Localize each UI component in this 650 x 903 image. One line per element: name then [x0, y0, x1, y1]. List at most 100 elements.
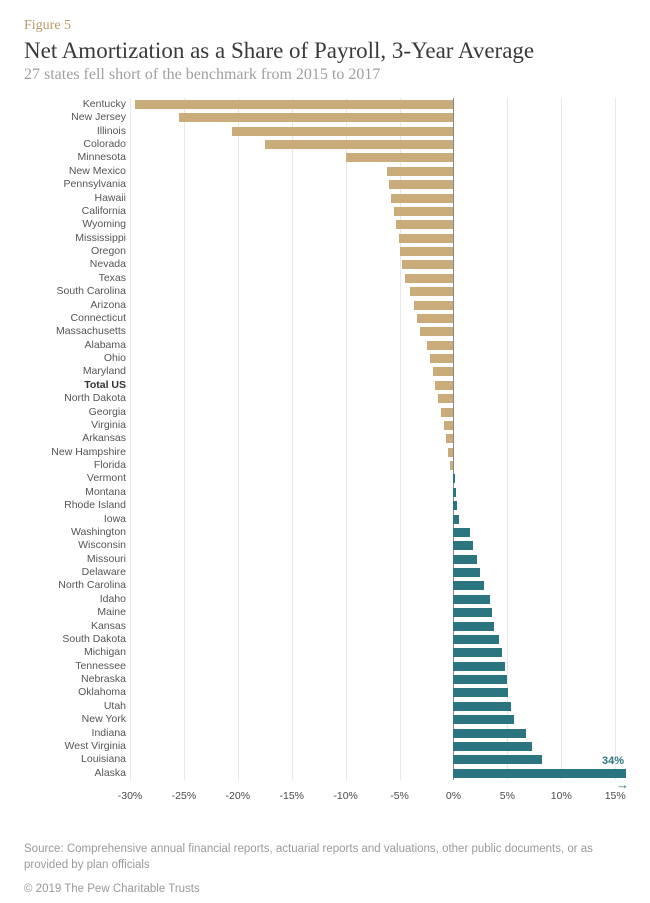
- bar-label: New Mexico: [22, 165, 126, 178]
- bar-row: Louisiana: [130, 753, 626, 766]
- x-axis-label: -5%: [390, 790, 409, 802]
- bar-row: North Carolina: [130, 579, 626, 592]
- bar: [453, 555, 477, 564]
- bar: [135, 100, 453, 109]
- bar-row: Arkansas: [130, 432, 626, 445]
- bar: [444, 421, 454, 430]
- bar-label: South Carolina: [22, 285, 126, 298]
- bar-label: Texas: [22, 272, 126, 285]
- bar-row: Nebraska: [130, 673, 626, 686]
- bar: [453, 648, 502, 657]
- bar-label: Minnesota: [22, 151, 126, 164]
- bar: [453, 581, 483, 590]
- bar-row: Wisconsin: [130, 539, 626, 552]
- bar-row: Connecticut: [130, 312, 626, 325]
- bar-row: New Jersey: [130, 111, 626, 124]
- bar-label: Kentucky: [22, 98, 126, 111]
- bar: [414, 301, 454, 310]
- bar-row: Wyoming: [130, 218, 626, 231]
- chart-area: -30%-25%-20%-15%-10%-5%0%5%10%15%Kentuck…: [24, 98, 626, 834]
- bar: [450, 461, 453, 470]
- bar-label: Hawaii: [22, 192, 126, 205]
- bar: [265, 140, 454, 149]
- bar: [394, 207, 453, 216]
- bar: [402, 260, 454, 269]
- bar-row: Missouri: [130, 553, 626, 566]
- bar-label: Oklahoma: [22, 686, 126, 699]
- bar-label: Georgia: [22, 406, 126, 419]
- bar-label: Colorado: [22, 138, 126, 151]
- bar: [453, 635, 498, 644]
- bar-label: Virginia: [22, 419, 126, 432]
- bar: [453, 675, 507, 684]
- bar-row: Total US: [130, 379, 626, 392]
- bar: [453, 595, 490, 604]
- bar: [405, 274, 454, 283]
- bar-label: Oregon: [22, 245, 126, 258]
- bar: [389, 180, 454, 189]
- bar-label: North Carolina: [22, 579, 126, 592]
- bar-row: Oklahoma: [130, 686, 626, 699]
- bar-label: South Dakota: [22, 633, 126, 646]
- x-axis-label: -10%: [333, 790, 358, 802]
- bar: [453, 769, 626, 778]
- bar-label: Alabama: [22, 339, 126, 352]
- bar: [435, 381, 453, 390]
- bar: [453, 501, 457, 510]
- bar: [391, 194, 454, 203]
- bar-label: Montana: [22, 486, 126, 499]
- bar: [453, 541, 472, 550]
- bar: [453, 568, 480, 577]
- bar-label: Iowa: [22, 513, 126, 526]
- bar-label: Louisiana: [22, 753, 126, 766]
- bar: [396, 220, 453, 229]
- bar: [438, 394, 453, 403]
- bar-row: Idaho: [130, 593, 626, 606]
- bar: [453, 528, 469, 537]
- bar: [400, 247, 454, 256]
- bar-row: Montana: [130, 486, 626, 499]
- figure-label: Figure 5: [24, 18, 626, 34]
- bar-row: Kansas: [130, 620, 626, 633]
- bar-row: Vermont: [130, 472, 626, 485]
- bar-label: Vermont: [22, 472, 126, 485]
- bar-row: Utah: [130, 700, 626, 713]
- bar-row: Colorado: [130, 138, 626, 151]
- bar: [453, 702, 510, 711]
- bar: [446, 434, 454, 443]
- x-axis-label: 5%: [500, 790, 515, 802]
- bar-label: Mississippi: [22, 232, 126, 245]
- x-axis-label: -25%: [172, 790, 197, 802]
- bar-label: New York: [22, 713, 126, 726]
- x-axis-label: -15%: [279, 790, 304, 802]
- bar-label: Pennsylvania: [22, 178, 126, 191]
- bar: [453, 729, 525, 738]
- bar-row: Delaware: [130, 566, 626, 579]
- bar: [179, 113, 454, 122]
- bar-row: Mississippi: [130, 232, 626, 245]
- bar: [430, 354, 454, 363]
- bar-row: Indiana: [130, 727, 626, 740]
- bar: [453, 608, 492, 617]
- source-text: Source: Comprehensive annual financial r…: [24, 842, 626, 873]
- bar-row: Rhode Island: [130, 499, 626, 512]
- bar: [441, 408, 454, 417]
- bar: [417, 314, 454, 323]
- bar-label: Ohio: [22, 352, 126, 365]
- bar-label: Arizona: [22, 299, 126, 312]
- bar: [453, 474, 455, 483]
- bar-row: New Hampshire: [130, 446, 626, 459]
- bar: [427, 341, 454, 350]
- bar-label: Wisconsin: [22, 539, 126, 552]
- bar-label: Nevada: [22, 258, 126, 271]
- bar-row: Tennessee: [130, 660, 626, 673]
- bar: [453, 622, 494, 631]
- bar-label: North Dakota: [22, 392, 126, 405]
- bar-row: New Mexico: [130, 165, 626, 178]
- bar-label: Illinois: [22, 125, 126, 138]
- bar-row: North Dakota: [130, 392, 626, 405]
- bar: [453, 715, 513, 724]
- bar: [453, 488, 456, 497]
- bar-row: Virginia: [130, 419, 626, 432]
- bar-label: New Hampshire: [22, 446, 126, 459]
